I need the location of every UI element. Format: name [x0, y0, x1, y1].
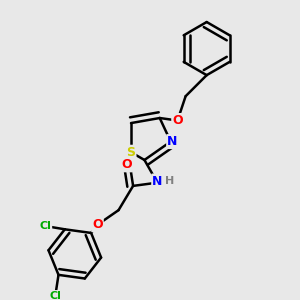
Text: O: O: [172, 114, 183, 127]
Text: O: O: [92, 218, 103, 231]
Text: H: H: [165, 176, 174, 186]
Text: N: N: [152, 175, 163, 188]
Text: S: S: [127, 146, 136, 159]
Text: Cl: Cl: [49, 291, 61, 300]
Text: Cl: Cl: [39, 221, 51, 231]
Text: N: N: [167, 135, 178, 148]
Text: O: O: [121, 158, 132, 171]
